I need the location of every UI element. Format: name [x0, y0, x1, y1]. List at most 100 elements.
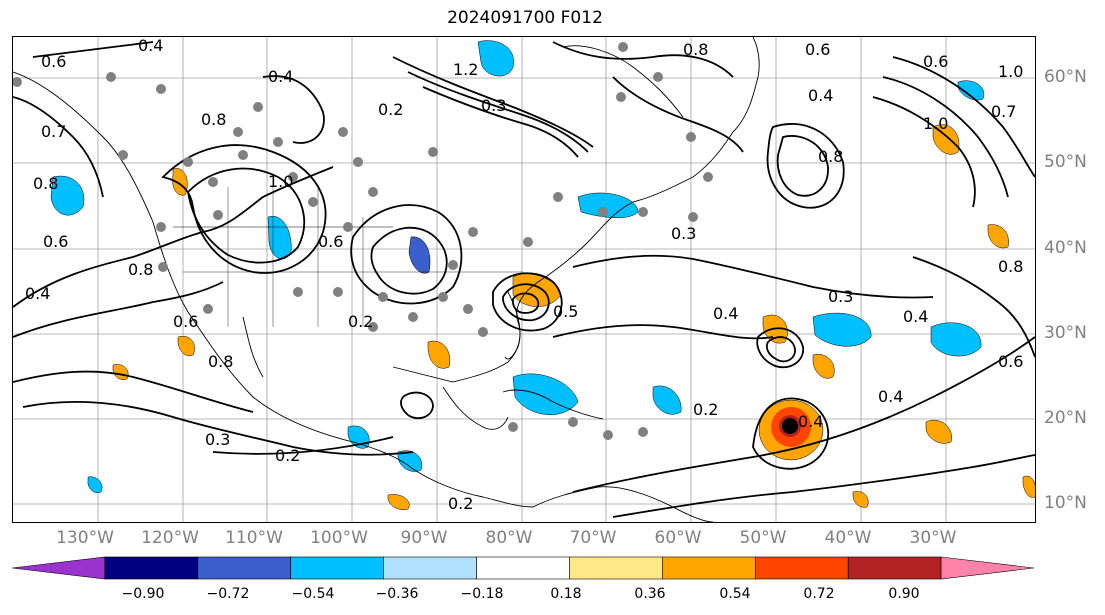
contour-label: 0.7 [991, 102, 1016, 121]
contour-line [262, 75, 325, 144]
station-dot [368, 322, 378, 332]
contour-label: 1.0 [923, 114, 948, 133]
station-dot [368, 187, 378, 197]
contour-label: 0.3 [481, 96, 506, 115]
station-dot [638, 207, 648, 217]
contour-label: 0.8 [128, 260, 153, 279]
contour-label: 0.8 [818, 147, 843, 166]
colorbar-tick-label: 0.90 [888, 586, 920, 602]
contour-label: 0.6 [43, 232, 68, 251]
contour-label: 1.2 [453, 60, 478, 79]
latitude-label: 30°N [1044, 323, 1087, 343]
longitude-label: 130°W [56, 528, 114, 548]
station-dot [448, 260, 458, 270]
contour-label: 0.6 [173, 312, 198, 331]
contour-line [161, 144, 327, 274]
contour-label: 0.7 [41, 122, 66, 141]
contour-label: 0.6 [923, 52, 948, 71]
station-dot [156, 222, 166, 232]
colorbar-extend-min [11, 556, 106, 580]
colorbar-tick-label: −0.36 [375, 586, 419, 602]
contour-line [765, 336, 796, 363]
station-dot [183, 157, 193, 167]
yucatan-coast [442, 386, 509, 430]
contour-label: 0.2 [693, 400, 718, 419]
colorbar-tick-label: 0.54 [719, 586, 751, 602]
colorbar-segment [754, 556, 849, 580]
longitude-label: 50°W [739, 528, 787, 548]
station-dot [638, 427, 648, 437]
colorbar-tick-label: 0.72 [803, 586, 835, 602]
station-dot [13, 77, 22, 87]
contour-label: 0.8 [208, 352, 233, 371]
station-dot [618, 42, 628, 52]
contour-line [422, 86, 579, 158]
positive-patch [387, 494, 410, 510]
station-dot [333, 287, 343, 297]
colorbar-tick-label: 0.36 [634, 586, 666, 602]
positive-patch [427, 340, 451, 369]
contour-line [13, 281, 224, 338]
pacific-coastline [13, 71, 534, 508]
contour-lines [13, 41, 1035, 518]
colorbar-tick-label: 0.18 [550, 586, 582, 602]
map-canvas: 0.4 0.6 0.8 0.4 1.2 0.2 0.3 0.6 0.8 0.4 … [13, 37, 1035, 522]
plot-title: 2024091700 F012 [447, 8, 603, 28]
station-dot [288, 172, 298, 182]
contour-line [572, 254, 934, 299]
contour-line [612, 454, 1035, 518]
station-dot [568, 417, 578, 427]
contour-line [492, 272, 563, 332]
station-dot [686, 132, 696, 142]
positive-patch [812, 354, 835, 379]
station-dot [616, 92, 626, 102]
negative-patch [477, 40, 514, 77]
colorbar-tick-label: −0.54 [291, 586, 335, 602]
colorbar-segment [290, 556, 384, 580]
station-dot [553, 192, 563, 202]
colorbar-segment [476, 556, 570, 580]
contour-line [552, 41, 734, 78]
contour-label: 0.4 [25, 284, 50, 303]
colorbar-segment [104, 556, 199, 580]
station-dot [478, 327, 488, 337]
station-dots [13, 42, 713, 440]
positive-patch [852, 491, 869, 508]
station-dot [338, 127, 348, 137]
station-dot [438, 292, 448, 302]
contour-line [752, 397, 830, 470]
positive-patch [987, 224, 1009, 249]
station-dot [508, 422, 518, 432]
colorbar-tick-label: −0.18 [460, 586, 504, 602]
contour-line [407, 71, 589, 153]
colorbar-tick-label: −0.90 [121, 586, 165, 602]
longitude-label: 110°W [225, 528, 283, 548]
baja-california [242, 316, 264, 378]
colorbar-segment [197, 556, 292, 580]
station-dot [118, 150, 128, 160]
negative-patch [408, 236, 431, 274]
contour-label: 0.2 [448, 494, 473, 513]
station-dot [463, 304, 473, 314]
longitude-label: 100°W [310, 528, 368, 548]
coastlines [13, 37, 760, 522]
hudson-coast [562, 45, 684, 118]
positive-patch [112, 364, 129, 380]
contour-label: 0.2 [378, 100, 403, 119]
contour-line [572, 336, 1035, 493]
longitude-label: 60°W [654, 528, 702, 548]
positive-patch [177, 335, 195, 357]
colorbar-tick-label: −0.72 [206, 586, 250, 602]
contour-line [612, 76, 744, 153]
contour-label: 0.4 [903, 307, 928, 326]
contour-label: 0.3 [205, 430, 230, 449]
contour-label: 0.6 [805, 40, 830, 59]
contour-label: 0.8 [33, 174, 58, 193]
state-borders [183, 187, 523, 327]
station-dot [603, 430, 613, 440]
contour-label: 0.8 [201, 110, 226, 129]
colorbar-segments [11, 556, 1035, 580]
negative-patch [267, 216, 292, 260]
contour-label: 0.2 [275, 446, 300, 465]
station-dot [203, 304, 213, 314]
